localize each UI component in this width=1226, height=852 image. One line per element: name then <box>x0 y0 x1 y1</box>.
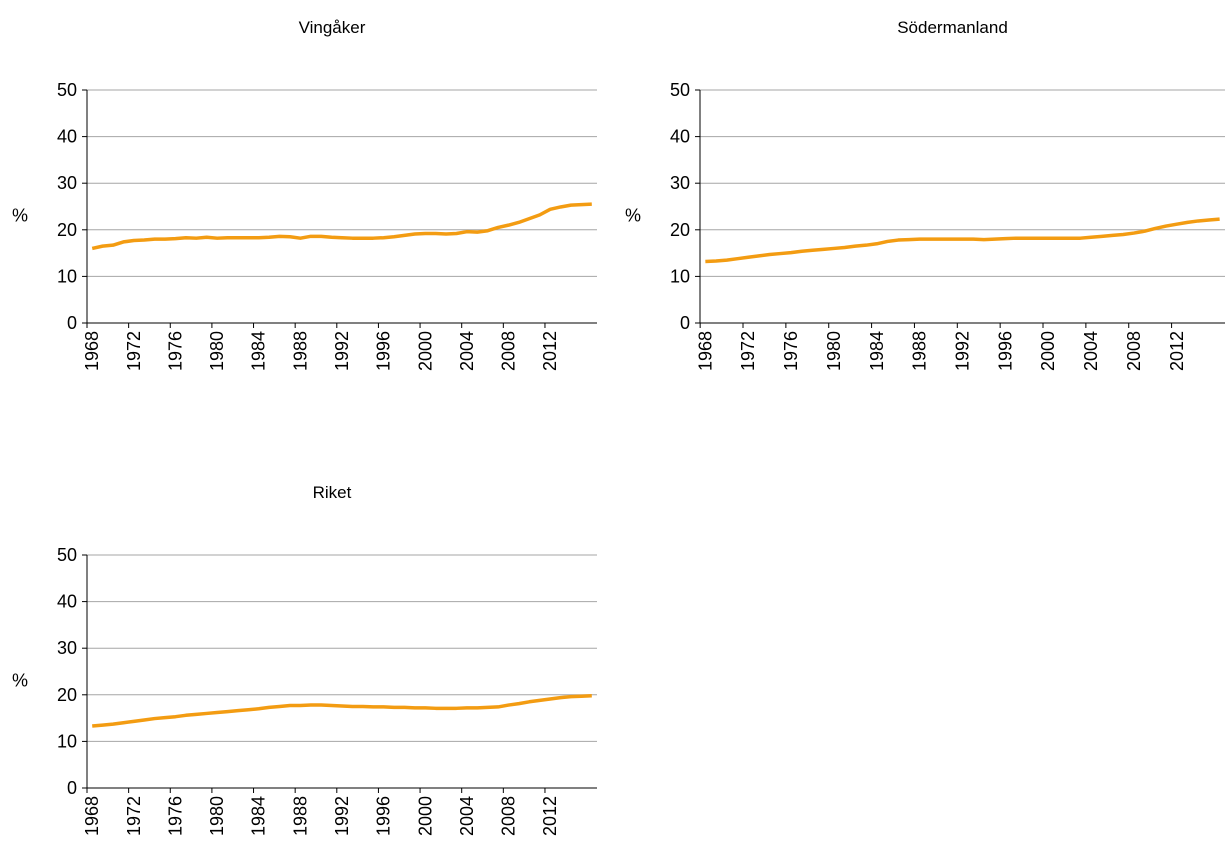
data-line <box>92 693 592 728</box>
y-tick-label: 0 <box>67 778 77 798</box>
chart: Vingåker% 0 10 20 30 40 50 1968 1972 1976 1980 1984… <box>12 18 597 371</box>
y-tick-label: 40 <box>57 592 77 612</box>
chart-title: Vingåker <box>299 18 366 37</box>
x-tick-label: 1972 <box>124 796 144 836</box>
x-tick-label: 1996 <box>374 796 394 836</box>
x-tick-label: 1984 <box>249 331 269 371</box>
chart-title: Riket <box>313 483 352 502</box>
x-tick-label: 1996 <box>374 331 394 371</box>
y-axis-label: % <box>12 206 28 226</box>
x-tick-label: 1980 <box>824 331 844 371</box>
y-tick-label: 30 <box>57 173 77 193</box>
x-tick-label: 1992 <box>332 331 352 371</box>
y-tick-label: 20 <box>670 220 690 240</box>
x-tick-label: 1968 <box>695 331 715 371</box>
y-tick-label: 50 <box>57 80 77 100</box>
y-axis-label: % <box>12 671 28 691</box>
x-tick-label: 1968 <box>82 331 102 371</box>
x-tick-label: 1988 <box>910 331 930 371</box>
x-tick-label: 2004 <box>1081 331 1101 371</box>
x-tick-label: 1984 <box>867 331 887 371</box>
x-tick-label: 1992 <box>953 331 973 371</box>
x-tick-label: 2000 <box>415 331 435 371</box>
y-tick-label: 10 <box>57 731 77 751</box>
x-tick-label: 1976 <box>781 331 801 371</box>
y-tick-label: 40 <box>670 127 690 147</box>
y-tick-label: 30 <box>57 638 77 658</box>
data-line <box>705 217 1220 264</box>
y-tick-label: 20 <box>57 220 77 240</box>
x-tick-label: 1996 <box>995 331 1015 371</box>
x-tick-label: 1972 <box>738 331 758 371</box>
x-tick-label: 1972 <box>124 331 144 371</box>
chart: Södermanland% 0 10 20 30 40 50 1968 1972 1976 1980… <box>625 18 1225 371</box>
chart: Riket% 0 10 20 30 40 50 1968 1972 1976 1980 1984 198… <box>12 483 597 836</box>
y-tick-label: 50 <box>57 545 77 565</box>
x-tick-label: 2004 <box>457 796 477 836</box>
x-tick-label: 1976 <box>165 796 185 836</box>
y-tick-label: 20 <box>57 685 77 705</box>
x-tick-label: 2008 <box>1124 331 1144 371</box>
x-tick-label: 1968 <box>82 796 102 836</box>
y-tick-label: 0 <box>680 313 690 333</box>
x-tick-label: 2012 <box>540 796 560 836</box>
x-tick-label: 1976 <box>165 331 185 371</box>
x-tick-label: 2000 <box>1038 331 1058 371</box>
x-tick-label: 1992 <box>332 796 352 836</box>
x-tick-label: 2000 <box>415 796 435 836</box>
x-tick-label: 1980 <box>207 796 227 836</box>
x-tick-label: 2012 <box>1167 331 1187 371</box>
x-tick-label: 2008 <box>499 331 519 371</box>
x-tick-label: 2004 <box>457 331 477 371</box>
x-tick-label: 1988 <box>290 331 310 371</box>
y-axis-label: % <box>625 206 641 226</box>
data-line <box>91 202 592 251</box>
x-tick-label: 2012 <box>540 331 560 371</box>
y-tick-label: 10 <box>57 266 77 286</box>
y-tick-label: 30 <box>670 173 690 193</box>
y-tick-label: 0 <box>67 313 77 333</box>
y-tick-label: 50 <box>670 80 690 100</box>
x-tick-label: 1984 <box>249 796 269 836</box>
chart-title: Södermanland <box>897 18 1008 37</box>
y-tick-label: 10 <box>670 266 690 286</box>
x-tick-label: 1980 <box>207 331 227 371</box>
x-tick-label: 1988 <box>290 796 310 836</box>
y-tick-label: 40 <box>57 127 77 147</box>
x-tick-label: 2008 <box>499 796 519 836</box>
